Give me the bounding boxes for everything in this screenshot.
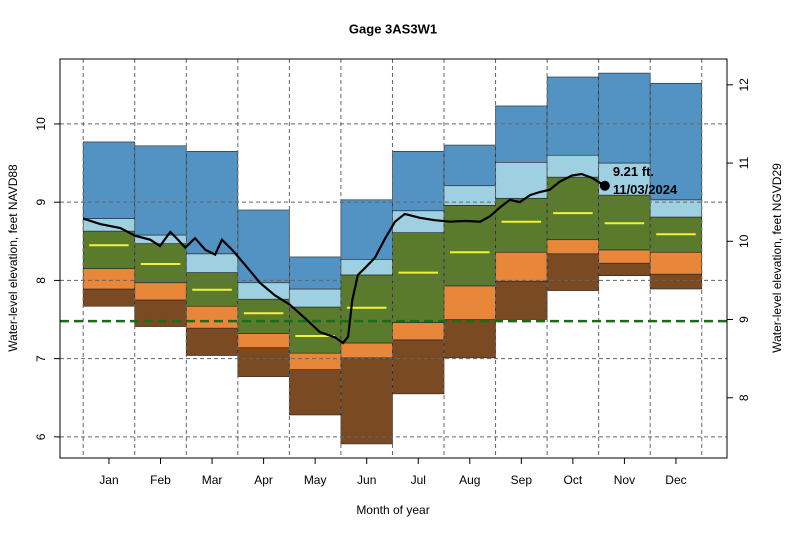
band bbox=[134, 282, 187, 301]
band bbox=[546, 76, 599, 156]
current-date-label: 11/03/2024 bbox=[613, 182, 678, 197]
band bbox=[82, 288, 136, 307]
band bbox=[546, 253, 599, 291]
band bbox=[82, 268, 136, 290]
y2-axis-label: Water-level elevation, feet NGVD29 bbox=[770, 163, 784, 353]
y2-tick-label: 8 bbox=[737, 394, 751, 401]
band bbox=[546, 239, 599, 255]
band bbox=[443, 285, 496, 320]
y2-tick-label: 11 bbox=[737, 157, 751, 170]
band bbox=[340, 342, 393, 359]
x-tick-label: May bbox=[304, 473, 327, 487]
x-tick-label: Sep bbox=[511, 473, 533, 487]
band bbox=[649, 273, 703, 290]
band bbox=[443, 319, 496, 359]
band bbox=[649, 251, 703, 275]
band bbox=[598, 249, 651, 264]
band bbox=[185, 253, 239, 273]
band bbox=[392, 232, 445, 323]
band bbox=[289, 306, 342, 354]
water-level-line bbox=[82, 172, 606, 345]
current-point bbox=[599, 180, 610, 191]
x-tick-label: Dec bbox=[665, 473, 686, 487]
band bbox=[237, 209, 290, 284]
band bbox=[134, 145, 187, 236]
band bbox=[598, 72, 651, 164]
x-tick-label: Jun bbox=[357, 473, 376, 487]
current-value-label: 9.21 ft. bbox=[613, 164, 654, 179]
band bbox=[495, 197, 548, 253]
band bbox=[546, 154, 599, 178]
band bbox=[598, 262, 651, 277]
y-tick-label: 6 bbox=[34, 433, 48, 440]
y2-tick-label: 10 bbox=[737, 234, 751, 248]
x-tick-label: Apr bbox=[254, 473, 273, 487]
band bbox=[134, 299, 187, 327]
band bbox=[289, 288, 342, 308]
band bbox=[289, 256, 342, 290]
band bbox=[237, 298, 290, 334]
band bbox=[495, 251, 548, 282]
band bbox=[392, 339, 445, 395]
y-tick-label: 7 bbox=[34, 355, 48, 362]
y2-tick-label: 9 bbox=[737, 316, 751, 323]
band bbox=[443, 144, 496, 187]
x-tick-label: Oct bbox=[564, 473, 583, 487]
plot-frame bbox=[59, 58, 728, 459]
y-tick-label: 10 bbox=[34, 117, 48, 131]
band bbox=[185, 327, 239, 356]
band bbox=[185, 305, 239, 329]
x-tick-label: Aug bbox=[459, 473, 480, 487]
band bbox=[649, 82, 703, 201]
band bbox=[82, 230, 136, 269]
band bbox=[392, 322, 445, 341]
band bbox=[495, 105, 548, 163]
x-tick-label: Nov bbox=[614, 473, 635, 487]
y-tick-label: 8 bbox=[34, 277, 48, 284]
band bbox=[495, 280, 548, 320]
chart-title: Gage 3AS3W1 bbox=[349, 21, 437, 36]
band bbox=[340, 199, 393, 260]
band bbox=[82, 141, 136, 219]
band bbox=[340, 357, 393, 445]
x-axis-label: Month of year bbox=[356, 503, 429, 517]
y-axis-label: Water-level elevation, feet NAVD88 bbox=[6, 164, 20, 352]
x-tick-label: Jan bbox=[99, 473, 118, 487]
band bbox=[392, 151, 445, 212]
y-tick-label: 9 bbox=[34, 199, 48, 206]
band bbox=[289, 369, 342, 416]
x-tick-label: Mar bbox=[202, 473, 223, 487]
band bbox=[237, 333, 290, 348]
band bbox=[289, 352, 342, 370]
y2-tick-label: 12 bbox=[737, 78, 751, 92]
band bbox=[392, 210, 445, 233]
x-tick-label: Jul bbox=[411, 473, 426, 487]
band bbox=[237, 347, 290, 377]
x-tick-label: Feb bbox=[150, 473, 171, 487]
